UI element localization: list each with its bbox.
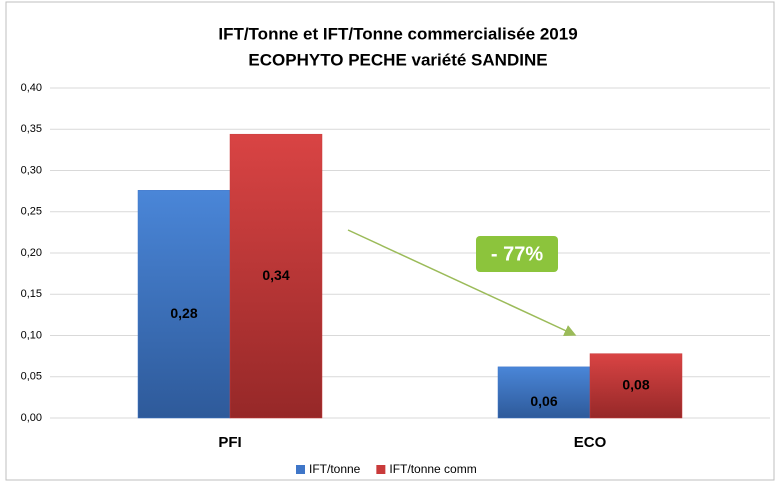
y-tick-label: 0,10	[21, 329, 42, 341]
y-tick-label: 0,05	[21, 371, 42, 383]
y-tick-label: 0,15	[21, 288, 42, 300]
annotation: - 77%	[491, 243, 543, 265]
data-label: 0,34	[262, 267, 289, 283]
y-tick-label: 0,35	[21, 123, 42, 135]
y-tick-label: 0,30	[21, 164, 42, 176]
annotation-box	[476, 236, 558, 272]
trend-arrow	[347, 229, 577, 337]
chart-title: IFT/Tonne et IFT/Tonne commercialisée 20…	[218, 24, 577, 43]
y-tick-label: 0,00	[21, 412, 42, 424]
legend-swatch	[296, 465, 305, 474]
plot-area: 0,00 0,05 0,10 0,15 0,20 0,25 0,30 0,35 0,40 PFI 0…	[21, 82, 770, 451]
bar	[497, 366, 591, 419]
data-label: 0,28	[170, 305, 197, 321]
data-label: 0,08	[622, 377, 649, 393]
y-tick-label: 0,40	[21, 82, 42, 94]
chart-subtitle: ECOPHYTO PECHE variété SANDINE	[248, 50, 547, 69]
legend-label: IFT/tonne	[309, 462, 361, 476]
bar	[229, 133, 323, 419]
x-tick-label: ECO	[574, 434, 607, 451]
y-tick-label: 0,25	[21, 206, 42, 218]
legend-label: IFT/tonne comm	[389, 462, 476, 476]
y-tick-label: 0,20	[21, 247, 42, 259]
bar	[137, 190, 231, 419]
legend-swatch	[376, 465, 386, 474]
data-label: 0,06	[530, 393, 557, 409]
x-tick-label: PFI	[218, 434, 241, 451]
bar	[589, 353, 683, 419]
